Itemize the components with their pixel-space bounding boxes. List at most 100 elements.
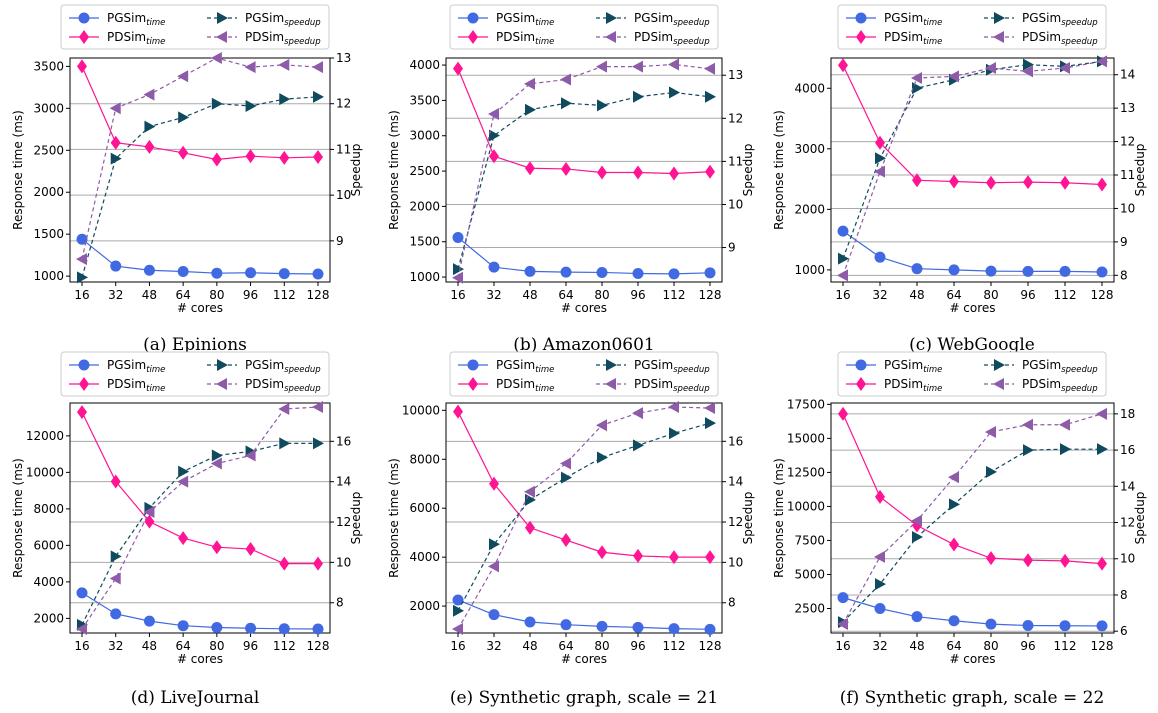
x-axis-title: # cores [949, 301, 995, 315]
y-tick-label: 3000 [794, 142, 825, 156]
x-tick-label: 48 [909, 639, 924, 653]
legend-marker [994, 12, 1005, 24]
legend-item: PGSimspeedup [596, 11, 710, 28]
data-point [178, 111, 190, 124]
legend-label: PDSimspeedup [1022, 377, 1098, 394]
x-tick-label: 128 [699, 288, 722, 302]
x-axis-title: # cores [561, 301, 607, 315]
legend-box [837, 4, 1107, 50]
legend-marker [993, 378, 1004, 390]
data-point [668, 58, 679, 71]
x-tick-label: 48 [142, 639, 157, 653]
data-point [669, 550, 679, 565]
legend-label: PGSimtime [107, 358, 165, 375]
data-point [949, 498, 960, 511]
data-point [596, 620, 608, 632]
legend-label: PGSimtime [496, 11, 554, 28]
legend-label: PDSimspeedup [245, 30, 321, 47]
data-point [110, 608, 122, 620]
data-point [524, 485, 535, 498]
x-tick-label: 80 [594, 639, 609, 653]
data-point [489, 129, 500, 142]
data-point [245, 542, 256, 557]
y-tick-label: 2000 [33, 611, 64, 625]
data-point [110, 260, 122, 272]
y-axis-title: Response time (ms) [772, 458, 786, 578]
data-point [632, 60, 643, 73]
data-point [986, 551, 996, 566]
y2-tick-label: 16 [336, 434, 351, 448]
data-point [704, 402, 715, 415]
chart-panel: PGSimtimePDSimtimePGSimspeedupPDSimspeed… [11, 351, 363, 708]
y2-tick-label: 9 [1120, 235, 1128, 249]
x-tick-label: 32 [872, 288, 887, 302]
series-pgsim-time [76, 587, 324, 635]
legend-item: PGSimtime [458, 11, 554, 28]
y2-tick-label: 13 [728, 68, 743, 82]
series-line [842, 597, 1103, 627]
series-line [457, 91, 711, 270]
data-point [704, 267, 716, 279]
legend-item: PGSimspeedup [207, 11, 321, 28]
x-tick-label: 32 [108, 639, 123, 653]
legend-item: PGSimspeedup [984, 358, 1098, 375]
data-point [632, 407, 643, 420]
data-point [948, 471, 959, 484]
data-point [911, 514, 922, 527]
data-point [560, 619, 572, 631]
data-point [524, 616, 536, 628]
x-tick-label: 112 [663, 639, 686, 653]
legend-label-base: PDSim [107, 377, 146, 391]
data-point [875, 578, 886, 591]
data-point [452, 271, 463, 284]
legend-label-sub: speedup [1061, 37, 1097, 47]
y-tick-label: 4000 [409, 550, 440, 564]
y2-axis-title: Speedup [741, 492, 755, 545]
data-point [669, 427, 680, 440]
data-point [279, 437, 291, 450]
data-point [1059, 418, 1070, 431]
figure-caption: (b) Amazon0601 [513, 335, 655, 355]
data-point [705, 164, 715, 179]
data-point [632, 268, 644, 280]
data-point [874, 251, 886, 263]
legend-marker [856, 30, 866, 44]
data-point [912, 173, 922, 188]
data-point [597, 165, 607, 180]
data-point [1060, 175, 1070, 190]
figure-caption: (e) Synthetic graph, scale = 21 [450, 688, 718, 708]
legend-label-base: PGSim [496, 358, 535, 372]
data-point [525, 520, 535, 535]
legend-label-base: PGSim [1022, 11, 1061, 25]
legend-label-sub: time [146, 18, 165, 28]
data-point [313, 90, 324, 103]
legend-label-sub: time [535, 37, 554, 47]
x-axis-title: # cores [177, 652, 223, 666]
x-tick-label: 96 [1020, 288, 1035, 302]
data-point [488, 609, 500, 621]
legend-item: PGSimspeedup [596, 358, 710, 375]
data-point [668, 268, 680, 280]
series-pgsim-time [452, 594, 716, 635]
data-point [488, 261, 500, 273]
x-tick-label: 64 [946, 639, 961, 653]
legend-item: PDSimtime [846, 30, 942, 47]
legend-marker [994, 359, 1005, 371]
legend-marker [855, 12, 867, 24]
y2-tick-label: 10 [728, 555, 743, 569]
data-point [210, 457, 222, 470]
series-pgsim-speedup [77, 437, 324, 631]
x-tick-label: 16 [835, 288, 850, 302]
data-point [77, 405, 87, 420]
data-point [1096, 55, 1107, 68]
plot-frame [69, 402, 331, 634]
legend-marker [467, 359, 479, 371]
legend-item: PDSimspeedup [596, 30, 710, 47]
legend-label-sub: time [923, 365, 942, 375]
x-tick-label: 16 [74, 288, 89, 302]
data-point [985, 618, 997, 630]
data-point [874, 165, 885, 178]
data-point [596, 60, 607, 73]
data-point [143, 264, 155, 276]
